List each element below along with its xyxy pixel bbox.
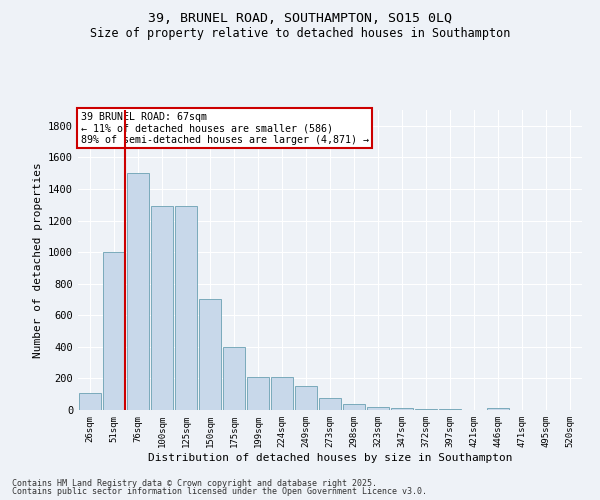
Bar — [439, 409, 461, 410]
Bar — [79, 392, 101, 410]
Bar — [367, 407, 389, 410]
Bar — [271, 377, 293, 410]
Bar — [175, 206, 197, 410]
Bar — [223, 347, 245, 410]
Y-axis label: Number of detached properties: Number of detached properties — [32, 162, 43, 358]
Text: Contains public sector information licensed under the Open Government Licence v3: Contains public sector information licen… — [12, 487, 427, 496]
Bar — [151, 206, 173, 410]
Bar — [391, 408, 413, 410]
Text: Size of property relative to detached houses in Southampton: Size of property relative to detached ho… — [90, 28, 510, 40]
Bar — [127, 173, 149, 410]
Bar — [415, 409, 437, 410]
Bar — [319, 398, 341, 410]
Bar — [343, 404, 365, 410]
Text: Contains HM Land Registry data © Crown copyright and database right 2025.: Contains HM Land Registry data © Crown c… — [12, 478, 377, 488]
Bar — [487, 408, 509, 410]
Bar — [247, 377, 269, 410]
X-axis label: Distribution of detached houses by size in Southampton: Distribution of detached houses by size … — [148, 452, 512, 462]
Bar — [199, 300, 221, 410]
Text: 39, BRUNEL ROAD, SOUTHAMPTON, SO15 0LQ: 39, BRUNEL ROAD, SOUTHAMPTON, SO15 0LQ — [148, 12, 452, 26]
Text: 39 BRUNEL ROAD: 67sqm
← 11% of detached houses are smaller (586)
89% of semi-det: 39 BRUNEL ROAD: 67sqm ← 11% of detached … — [80, 112, 368, 144]
Bar — [295, 386, 317, 410]
Bar — [103, 252, 125, 410]
